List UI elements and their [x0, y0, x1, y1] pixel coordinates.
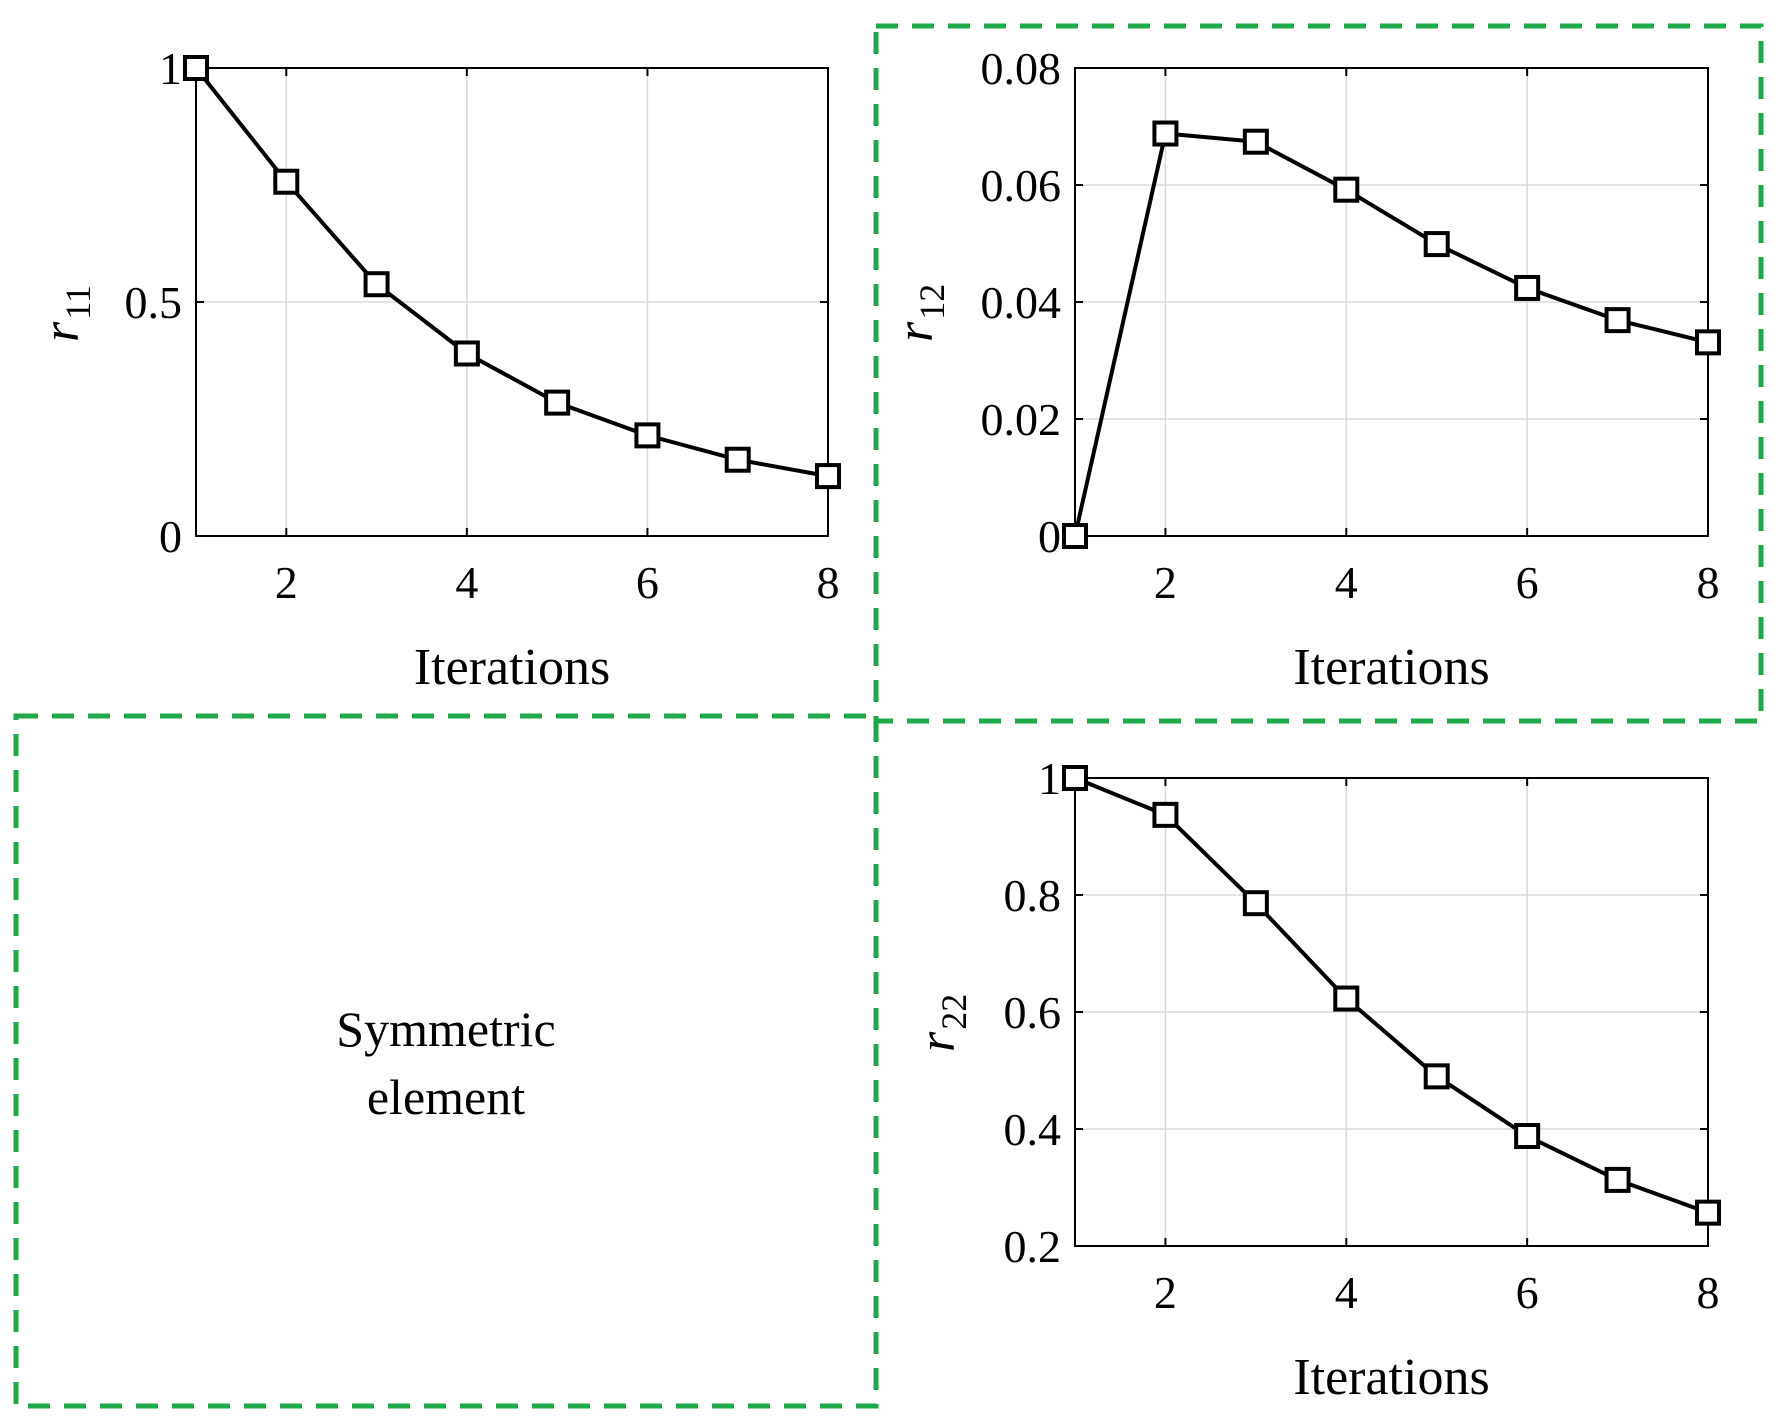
- data-point-marker: [183, 55, 209, 81]
- data-point-marker: [1423, 1063, 1450, 1090]
- x-tick-label: 2: [1154, 557, 1177, 608]
- y-tick-label: 1: [159, 43, 182, 94]
- data-point-marker: [1604, 307, 1631, 334]
- y-axis-label-sub: 22: [934, 994, 974, 1030]
- data-point-marker: [815, 463, 841, 490]
- y-tick-label: 0.5: [125, 277, 183, 328]
- x-tick-label: 8: [817, 557, 840, 608]
- y-tick-label: 0.2: [1004, 1221, 1062, 1272]
- y-axis-label-sub: 12: [912, 284, 952, 320]
- y-axis-label: r22: [909, 994, 974, 1052]
- y-tick-label: 0: [1038, 511, 1061, 562]
- x-tick-label: 6: [636, 557, 659, 608]
- symmetric-element-box: [13, 713, 879, 1409]
- x-tick-label: 4: [455, 557, 478, 608]
- series-line: [194, 66, 829, 479]
- x-tick-label: 2: [1154, 1267, 1177, 1318]
- data-point-marker: [1333, 176, 1360, 203]
- data-point-marker: [634, 422, 661, 449]
- x-tick-label: 8: [1697, 1267, 1720, 1318]
- x-tick-label: 2: [275, 557, 298, 608]
- y-tick-label: 0.02: [981, 394, 1062, 445]
- chart-r22: 2 4 6 8 0.2 0.4 0.6 0.8 1 Iterations r22: [909, 753, 1721, 1406]
- series-line: [1074, 776, 1709, 1215]
- r12-highlight-box: [873, 23, 1764, 724]
- x-tick-label: 6: [1516, 557, 1539, 608]
- data-point-marker: [1242, 890, 1269, 917]
- data-point-marker: [1152, 801, 1179, 828]
- data-point-marker: [1062, 765, 1088, 791]
- data-point-marker: [1062, 523, 1088, 549]
- data-point-marker: [1423, 231, 1450, 258]
- chart-r12: 2 4 6 8 0 0.02 0.04 0.06 0.08 Iterations r12: [887, 43, 1721, 696]
- y-tick-label: 0.6: [1004, 987, 1062, 1038]
- x-axis-label: Iterations: [1293, 1349, 1489, 1406]
- data-point-marker: [1695, 1199, 1721, 1226]
- data-point-marker: [453, 340, 480, 367]
- data-point-marker: [1604, 1166, 1631, 1193]
- y-axis-label-main: r: [33, 321, 90, 342]
- x-tick-label: 4: [1335, 557, 1358, 608]
- data-point-marker: [544, 389, 571, 416]
- x-tick-label: 6: [1516, 1267, 1539, 1318]
- data-point-marker: [1695, 329, 1721, 356]
- x-axis-label: Iterations: [1293, 639, 1489, 696]
- y-tick-label: 0.4: [1004, 1104, 1062, 1155]
- y-axis-label: r11: [33, 285, 98, 342]
- data-point-marker: [724, 446, 751, 473]
- data-point-marker: [273, 168, 300, 195]
- data-point-marker: [1242, 128, 1269, 155]
- data-point-marker: [363, 271, 390, 298]
- chart-r11: 2 4 6 8 0 0.5 1 Iterations r11: [33, 43, 841, 696]
- y-tick-label: 0.06: [981, 160, 1062, 211]
- symmetric-note-line2: element: [367, 1069, 525, 1125]
- x-axis-label: Iterations: [414, 639, 610, 696]
- y-tick-label: 0.04: [981, 277, 1062, 328]
- data-point-marker: [1514, 1123, 1541, 1150]
- series-line: [1073, 131, 1709, 537]
- x-tick-label: 4: [1335, 1267, 1358, 1318]
- data-point-marker: [1152, 120, 1179, 147]
- data-point-marker: [1333, 985, 1360, 1012]
- y-tick-label: 0: [159, 511, 182, 562]
- y-axis-label-main: r: [887, 321, 944, 342]
- y-tick-label: 1: [1038, 753, 1061, 804]
- y-axis-label: r12: [887, 284, 952, 342]
- data-point-marker: [1514, 274, 1541, 301]
- symmetric-note-line1: Symmetric: [336, 1001, 555, 1057]
- y-tick-label: 0.08: [981, 43, 1062, 94]
- x-tick-label: 8: [1697, 557, 1720, 608]
- y-axis-label-main: r: [909, 1031, 966, 1052]
- y-tick-label: 0.8: [1004, 870, 1062, 921]
- y-axis-label-sub: 11: [58, 285, 98, 320]
